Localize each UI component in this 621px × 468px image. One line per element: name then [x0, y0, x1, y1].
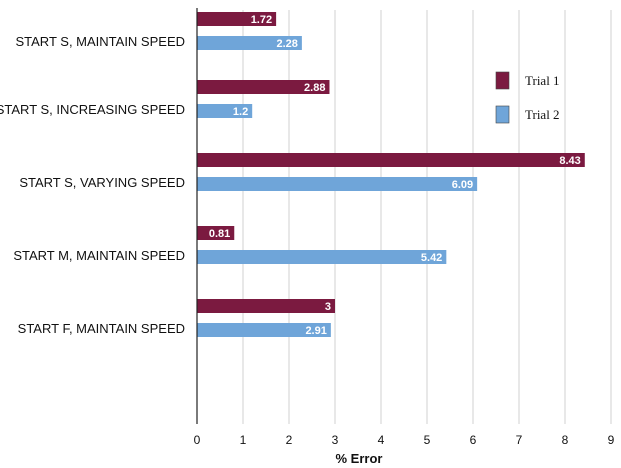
data-label: 8.43 — [559, 155, 580, 167]
bar-trial-1 — [197, 80, 330, 94]
bar-trial-2 — [197, 323, 331, 337]
x-axis-label: % Error — [336, 451, 383, 466]
bar-trial-2 — [197, 36, 302, 50]
x-tick-label: 6 — [470, 433, 477, 447]
category-label: START S, INCREASING SPEED — [0, 102, 185, 117]
x-tick-label: 3 — [332, 433, 339, 447]
bar-trial-1 — [197, 153, 585, 167]
x-tick-label: 4 — [378, 433, 385, 447]
category-label: START S, MAINTAIN SPEED — [15, 34, 185, 49]
data-label: 3 — [325, 301, 331, 313]
x-tick-label: 7 — [516, 433, 523, 447]
x-tick-label: 0 — [194, 433, 201, 447]
bar-trial-1 — [197, 12, 277, 26]
category-labels: START S, MAINTAIN SPEED START S, INCREASI… — [0, 34, 185, 336]
bar-trial-2 — [197, 104, 253, 118]
legend-label: Trial 1 — [525, 73, 560, 88]
data-label: 2.88 — [304, 82, 325, 94]
legend: Trial 1 Trial 2 — [495, 71, 560, 124]
data-label: 2.28 — [276, 38, 297, 50]
bar-trial-1 — [197, 299, 335, 313]
data-label: 6.09 — [452, 179, 473, 191]
x-tick-label: 9 — [608, 433, 615, 447]
bar-trial-1 — [197, 226, 235, 240]
legend-swatch — [495, 71, 510, 90]
x-tick-labels: 0 1 2 3 4 5 6 7 8 9 — [194, 433, 615, 447]
category-label: START F, MAINTAIN SPEED — [18, 321, 185, 336]
x-tick-label: 2 — [286, 433, 293, 447]
data-label: 5.42 — [421, 252, 442, 264]
x-tick-label: 5 — [424, 433, 431, 447]
bar-trial-2 — [197, 250, 447, 264]
data-label: 0.81 — [209, 228, 230, 240]
x-tick-label: 8 — [562, 433, 569, 447]
bars: 1.72 2.28 2.88 1.2 8.43 6.09 0.81 5.42 3 2.91 — [197, 12, 585, 337]
gridlines — [242, 10, 612, 424]
category-label: START M, MAINTAIN SPEED — [13, 248, 185, 263]
data-label: 1.72 — [251, 14, 272, 26]
legend-swatch — [495, 105, 510, 124]
x-tick-label: 1 — [240, 433, 247, 447]
legend-label: Trial 2 — [525, 107, 560, 122]
data-label: 1.2 — [233, 106, 248, 118]
category-label: START S, VARYING SPEED — [19, 175, 185, 190]
bar-trial-2 — [197, 177, 478, 191]
data-label: 2.91 — [305, 325, 326, 337]
